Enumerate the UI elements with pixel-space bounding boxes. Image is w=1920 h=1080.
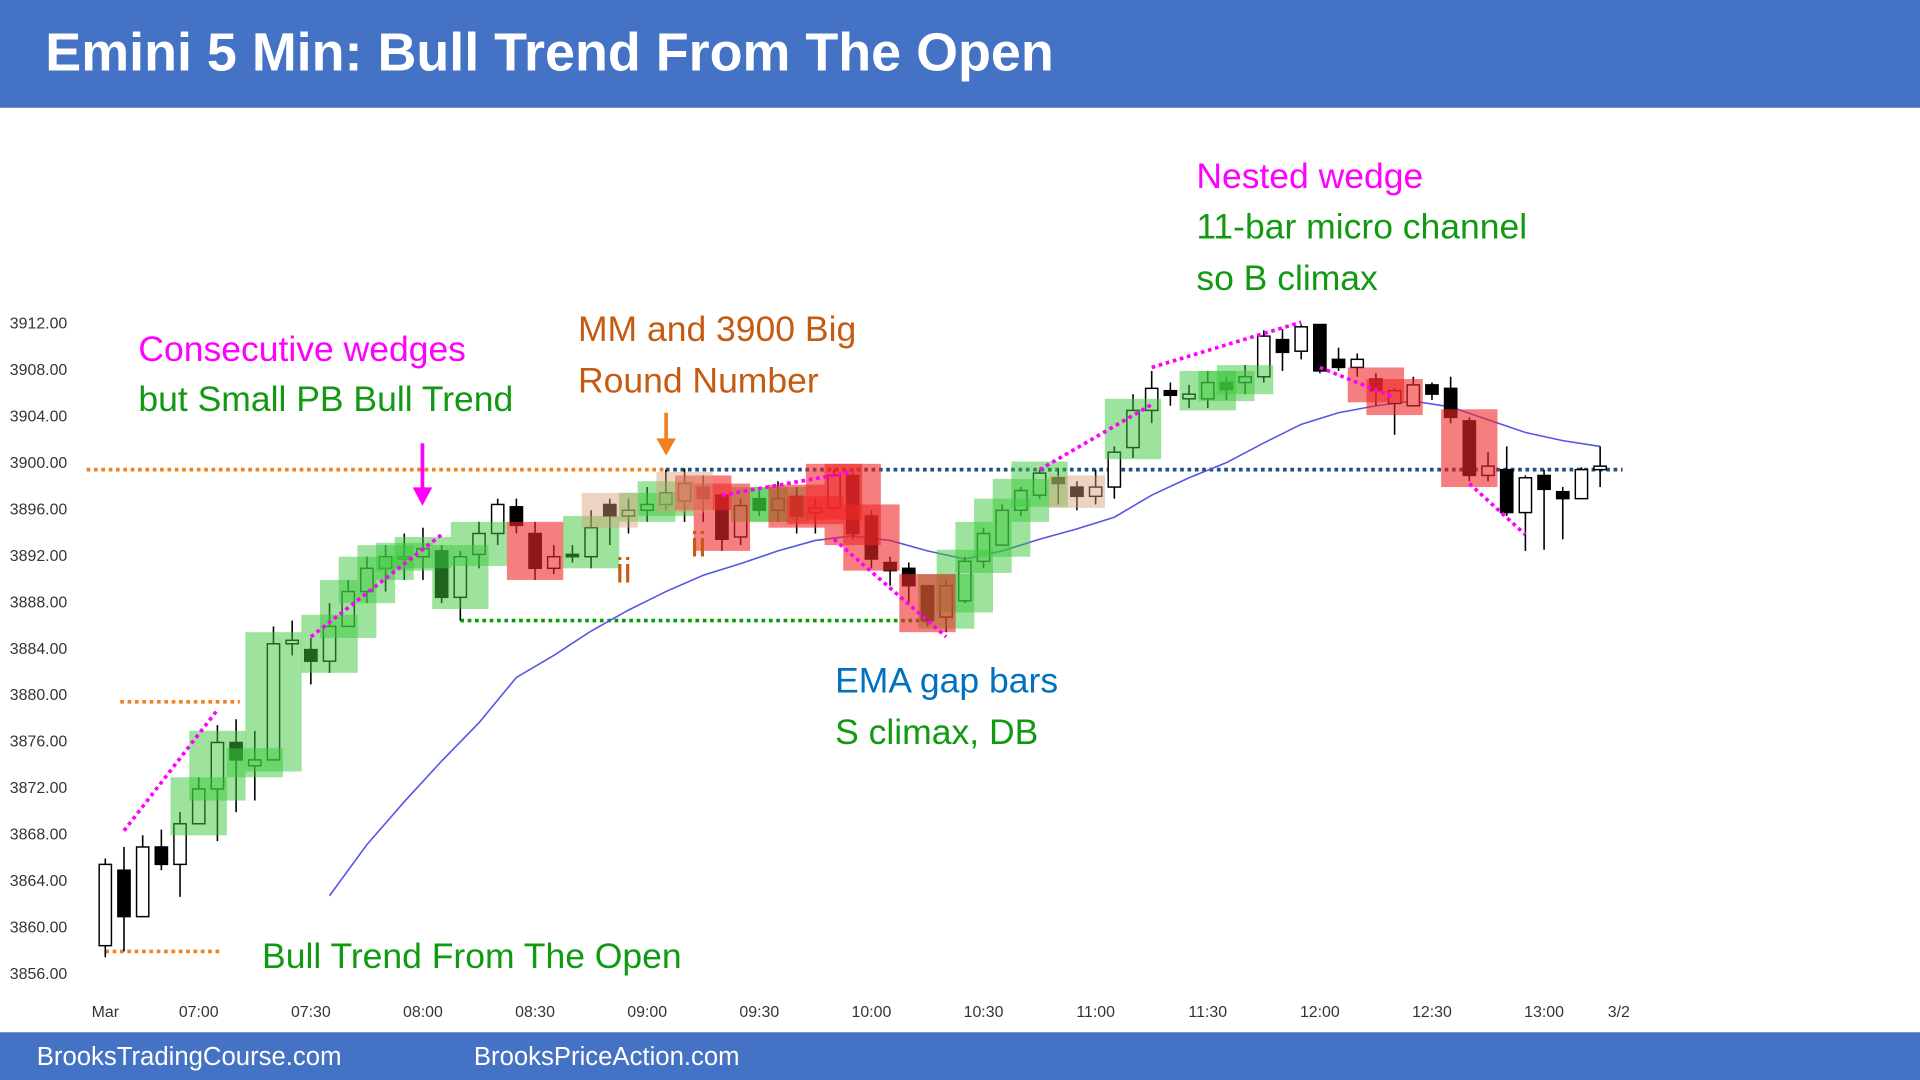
annotation: ii [616, 550, 632, 590]
candle-body [154, 846, 169, 866]
chart-title: Emini 5 Min: Bull Trend From The Open [45, 23, 1053, 83]
candle-body [98, 863, 113, 947]
y-tick-label: 3904.00 [10, 409, 68, 426]
x-tick-label: 09:00 [627, 1004, 667, 1021]
y-tick-label: 3912.00 [10, 316, 68, 333]
x-tick-label: 13:00 [1524, 1004, 1564, 1021]
highlight-box [1441, 409, 1498, 488]
x-tick-label: 11:00 [1076, 1004, 1115, 1021]
x-tick-label: 08:30 [515, 1004, 555, 1021]
highlight-box [562, 516, 620, 569]
x-tick-label: 10:00 [852, 1004, 892, 1021]
y-tick-label: 3888.00 [10, 594, 68, 611]
y-tick-label: 3880.00 [10, 687, 68, 704]
wedge-line [721, 470, 854, 497]
x-tick-label: 12:00 [1300, 1004, 1340, 1021]
annotation: ii [691, 525, 707, 565]
annotation: MM and 3900 Big [578, 309, 856, 349]
wedge-line [1468, 482, 1527, 537]
y-tick-label: 3884.00 [10, 641, 68, 658]
candle-body [1425, 384, 1439, 395]
candle-body [1070, 486, 1084, 498]
ema-line [328, 400, 1601, 897]
candle-body [1331, 358, 1346, 369]
annotation: S climax, DB [835, 712, 1038, 752]
y-tick-label: 3896.00 [10, 501, 68, 518]
x-tick-label: 08:00 [403, 1004, 443, 1021]
x-tick-label: 3/2 [1608, 1004, 1630, 1021]
candle-body [1499, 468, 1514, 514]
highlight-box [1366, 379, 1423, 416]
x-tick-label: 10:30 [964, 1004, 1004, 1021]
y-tick-label: 3908.00 [10, 362, 68, 379]
candle-body [1593, 465, 1607, 471]
y-tick-label: 3876.00 [10, 734, 68, 751]
arrow-head [656, 438, 676, 456]
x-tick-label: 07:30 [291, 1004, 331, 1021]
y-tick-label: 3892.00 [10, 548, 68, 565]
candle-body [1163, 389, 1178, 397]
y-tick-label: 3860.00 [10, 919, 68, 936]
y-tick-label: 3868.00 [10, 827, 68, 844]
y-tick-label: 3872.00 [10, 780, 68, 797]
x-tick-label: 12:30 [1412, 1004, 1452, 1021]
candle-body [1294, 326, 1309, 352]
wedge-line [832, 537, 948, 639]
wedge-line [122, 708, 219, 832]
candle-body [1537, 474, 1551, 491]
wedge-line [1319, 365, 1396, 400]
y-tick-label: 3864.00 [10, 873, 68, 890]
annotation: 11-bar micro channel [1196, 206, 1527, 246]
highlight-box [450, 521, 508, 566]
annotation: so B climax [1196, 258, 1378, 298]
arrow-head [412, 487, 433, 506]
x-tick-label: 07:00 [179, 1004, 219, 1021]
highlight-box [1216, 365, 1274, 395]
footer-text: BrooksTradingCourse.com [37, 1043, 342, 1071]
highlight-box [245, 632, 302, 772]
annotation: EMA gap bars [835, 661, 1058, 701]
candle-body [1518, 477, 1533, 514]
highlight-box [843, 504, 900, 571]
annotation: Consecutive wedges [138, 329, 466, 369]
footer-bar [0, 1032, 1920, 1080]
candle-body [1350, 358, 1365, 369]
title-bar [0, 0, 1920, 108]
highlight-box [1048, 475, 1106, 508]
plot: 3856.00 3860.00 3864.00 3868.00 3872.00 3876.… [10, 316, 1630, 1021]
candle-body [135, 846, 150, 918]
x-tick-label: 11:30 [1188, 1004, 1227, 1021]
x-tick-label: Mar [92, 1004, 120, 1021]
candle-body [1275, 338, 1290, 354]
candle-body [1574, 468, 1589, 500]
candle-body [1313, 323, 1327, 372]
x-tick-label: 09:30 [739, 1004, 779, 1021]
footer-text: BrooksPriceAction.com [474, 1043, 740, 1071]
candle-body [1555, 490, 1570, 500]
candle-body [1088, 486, 1103, 498]
annotation: Bull Trend From The Open [262, 936, 682, 976]
wedge-line [309, 533, 443, 639]
annotation: Nested wedge [1196, 156, 1423, 196]
highlight-box [581, 492, 638, 528]
candle-body [117, 869, 131, 918]
y-tick-label: 3900.00 [10, 455, 68, 472]
highlight-box [506, 521, 564, 580]
annotation: but Small PB Bull Trend [138, 379, 513, 419]
highlight-box [656, 471, 713, 513]
highlight-box [1104, 398, 1162, 460]
y-tick-label: 3856.00 [10, 966, 68, 983]
annotation: Round Number [578, 361, 819, 401]
